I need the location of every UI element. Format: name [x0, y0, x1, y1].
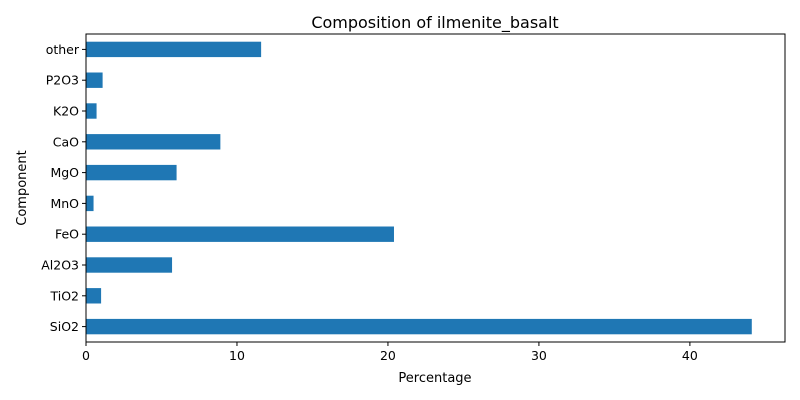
- bar-cao: [86, 134, 221, 150]
- plot-frame: [85, 33, 786, 343]
- bar-p2o3: [86, 72, 103, 88]
- y-tick-label: MnO: [50, 196, 79, 211]
- x-tick-label: 10: [229, 348, 245, 363]
- bar-feo: [86, 226, 394, 242]
- y-tick-label: Al2O3: [41, 258, 79, 273]
- y-tick-label: MgO: [50, 165, 79, 180]
- bar-mno: [86, 195, 94, 212]
- x-tick-label: 30: [531, 348, 547, 363]
- bar-mgo: [86, 164, 177, 181]
- bar-k2o: [86, 103, 97, 119]
- bar-sio2: [86, 318, 752, 335]
- y-tick-label: CaO: [53, 134, 79, 149]
- bar-other: [86, 41, 262, 58]
- bars-group: [86, 41, 752, 335]
- y-tick-label: P2O3: [46, 73, 79, 88]
- x-tick-label: 40: [682, 348, 698, 363]
- x-axis-label: Percentage: [398, 371, 471, 386]
- x-ticks-group: 0 10 20 30 40: [82, 342, 698, 363]
- y-tick-label: SiO2: [50, 319, 79, 334]
- x-tick-label: 20: [380, 348, 396, 363]
- y-tick-label: other: [46, 42, 80, 57]
- y-axis-label: Component: [15, 150, 30, 225]
- y-tick-label: K2O: [53, 104, 79, 119]
- x-tick-label: 0: [82, 348, 90, 363]
- bar-al2o3: [86, 257, 173, 273]
- bar-tio2: [86, 288, 102, 304]
- y-tick-label: TiO2: [49, 288, 79, 303]
- y-ticks-group: SiO2 TiO2 Al2O3 FeO MnO MgO CaO K2O P2O3 other: [41, 42, 86, 334]
- y-tick-label: FeO: [55, 227, 79, 242]
- chart-title: Composition of ilmenite_basalt: [311, 13, 558, 33]
